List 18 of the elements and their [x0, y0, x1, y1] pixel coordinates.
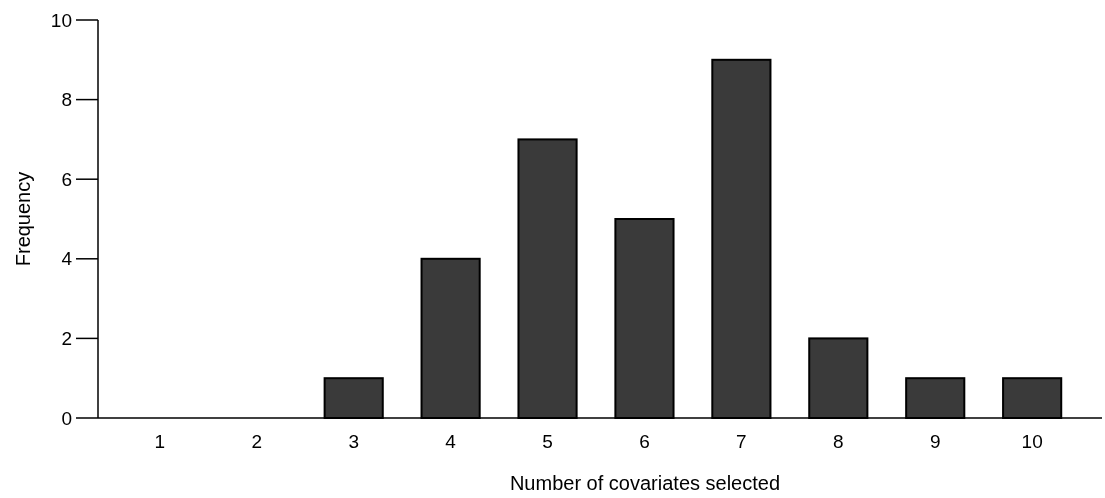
y-tick-label: 4 [61, 248, 73, 270]
x-tick-label: 3 [348, 431, 359, 452]
y-tick-label: 8 [61, 89, 72, 111]
x-tick-label: 9 [929, 431, 941, 452]
y-tick-label: 6 [61, 168, 72, 190]
x-tick-label: 4 [445, 431, 457, 452]
y-tick-label: 0 [61, 407, 72, 429]
x-tick-label: 1 [154, 431, 166, 452]
x-tick-label: 8 [833, 431, 844, 452]
x-axis-title: Number of covariates selected [509, 472, 781, 494]
y-tick-label: 2 [61, 328, 72, 350]
x-tick-label: 10 [1021, 431, 1043, 452]
x-tick-label: 2 [251, 431, 263, 452]
y-tick-label: 10 [50, 9, 72, 31]
y-axis-title: Frequency [12, 171, 34, 267]
x-tick-label: 6 [639, 431, 650, 452]
x-tick-label: 5 [542, 431, 553, 452]
x-tick-label: 7 [736, 431, 747, 452]
